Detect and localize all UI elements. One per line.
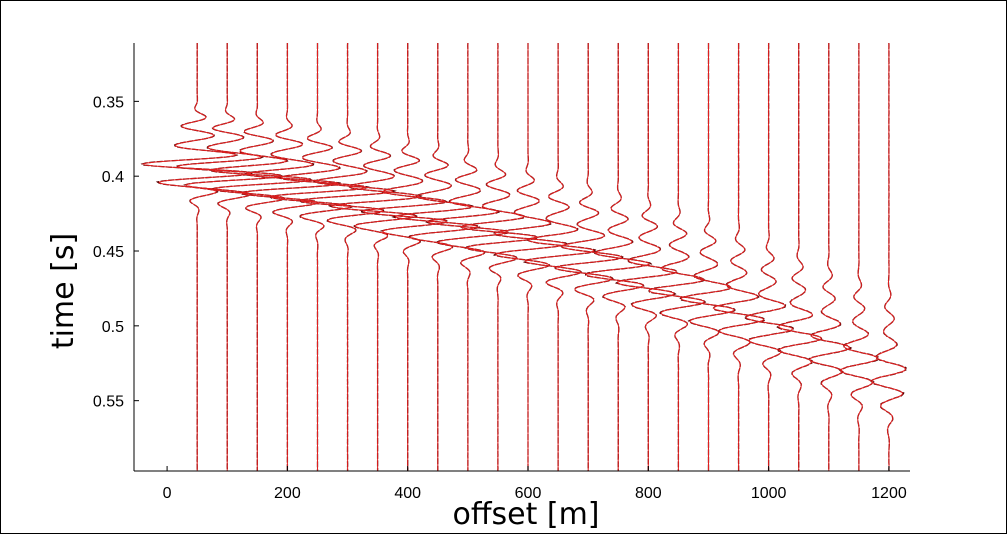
modeled-trace [680, 43, 735, 471]
x-axis-ticks: 0 200 400 600 800 1000 1200 [163, 466, 907, 502]
observed-trace [776, 43, 823, 471]
modeled-trace [648, 43, 705, 471]
observed-trace [239, 43, 341, 471]
y-tick-label: 0.35 [93, 94, 124, 111]
modeled-trace [616, 43, 677, 471]
y-tick-label: 0.4 [102, 169, 124, 186]
observed-trace [648, 43, 707, 471]
modeled-trace [871, 43, 907, 471]
modeled-trace [177, 43, 283, 471]
y-axis-ticks: 0.35 0.4 0.45 0.5 0.55 [93, 94, 139, 411]
observed-trace [523, 43, 597, 471]
modeled-trace [394, 43, 479, 471]
modeled-trace [269, 43, 367, 471]
y-tick-label: 0.5 [102, 319, 124, 336]
x-tick-label: 0 [163, 485, 172, 502]
chart-frame: 0 200 400 600 800 1000 1200 0.35 0.4 0.45 0.5 0.55… [0, 0, 1007, 534]
observed-trace [614, 43, 679, 471]
observed-trace [176, 43, 284, 471]
modeled-trace [210, 43, 311, 471]
observed-trace [425, 43, 510, 471]
seismic-trace-chart: 0 200 400 600 800 1000 1200 0.35 0.4 0.45 0.5 0.55… [46, 42, 910, 532]
observed-trace [268, 43, 370, 471]
modeled-trace [712, 43, 764, 471]
modeled-trace [330, 43, 420, 471]
observed-trace [807, 43, 853, 471]
modeled-trace [240, 43, 339, 471]
y-tick-label: 0.55 [93, 394, 124, 411]
x-tick-label: 600 [515, 485, 542, 502]
x-tick-label: 1200 [871, 485, 907, 502]
x-tick-label: 200 [274, 485, 301, 502]
modeled-trace [494, 43, 567, 471]
x-tick-label: 1000 [751, 485, 787, 502]
observed-traces [140, 42, 908, 472]
modeled-trace [809, 43, 851, 471]
y-tick-label: 0.45 [93, 244, 124, 261]
modeled-trace [141, 43, 252, 471]
modeled-trace [585, 43, 650, 471]
y-axis-title: time [s] [46, 233, 81, 349]
modeled-trace [524, 43, 595, 471]
modeled-trace [554, 43, 623, 471]
modeled-traces [141, 43, 907, 471]
modeled-trace [778, 43, 822, 471]
modeled-trace [427, 43, 509, 471]
modeled-trace [460, 43, 538, 471]
modeled-trace [745, 43, 794, 471]
observed-trace [360, 43, 449, 471]
observed-trace [712, 43, 767, 471]
observed-trace [391, 43, 481, 471]
modeled-trace [363, 43, 447, 471]
x-axis-title: offset [m] [452, 497, 599, 532]
x-tick-label: 800 [635, 485, 662, 502]
modeled-trace [299, 43, 394, 471]
x-tick-label: 400 [394, 485, 421, 502]
modeled-trace [840, 43, 879, 471]
